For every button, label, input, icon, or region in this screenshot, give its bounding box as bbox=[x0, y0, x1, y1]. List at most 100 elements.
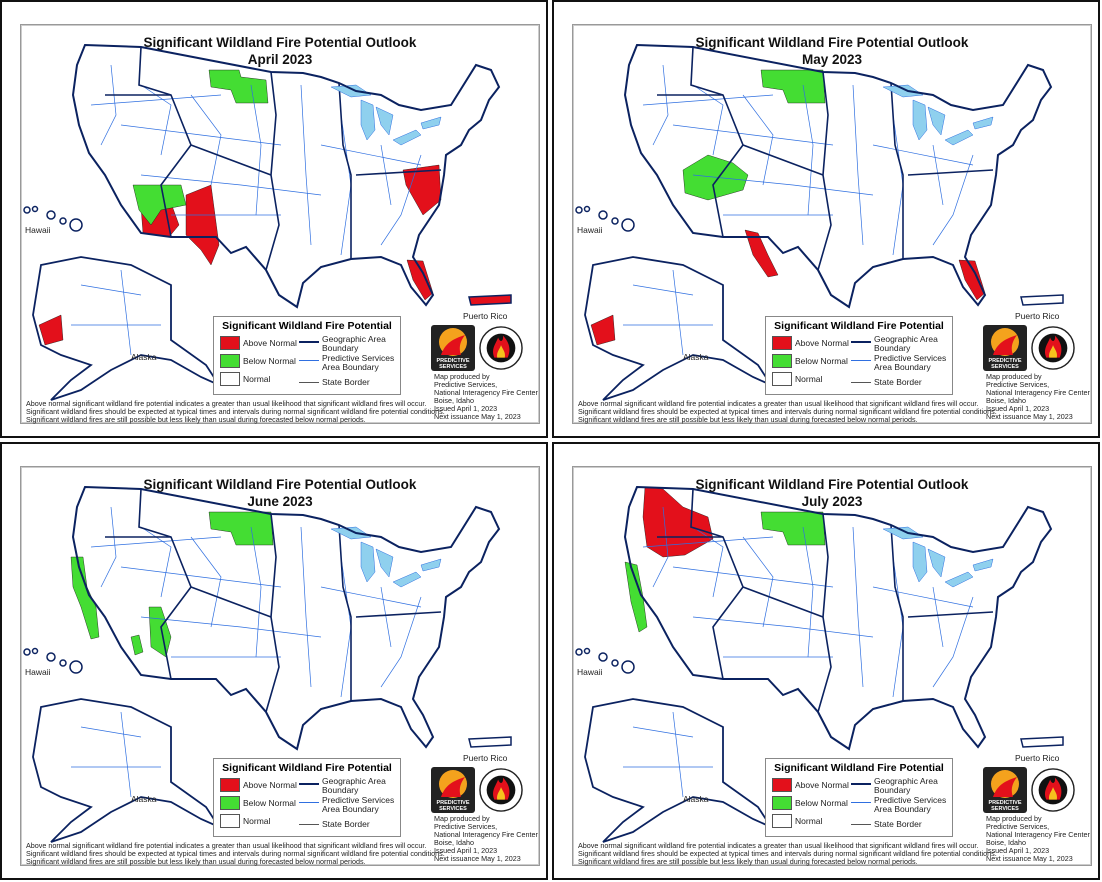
great-lake bbox=[972, 116, 994, 130]
great-lake bbox=[392, 129, 422, 146]
psa-boundary-line bbox=[299, 360, 319, 361]
below-normal-area bbox=[624, 561, 648, 633]
legend-state-border: State Border bbox=[874, 819, 922, 829]
above-normal-area bbox=[642, 486, 714, 558]
credits: Map produced by Predictive Services, Natio… bbox=[434, 814, 538, 863]
legend: Significant Wildland Fire Potential Abov… bbox=[765, 316, 953, 395]
psa-boundary bbox=[300, 84, 312, 246]
psa-boundary bbox=[120, 566, 282, 588]
normal-swatch bbox=[772, 814, 792, 828]
hawaii-island bbox=[611, 659, 619, 667]
psa-boundary bbox=[71, 269, 161, 356]
geographic-area-boundary bbox=[355, 611, 442, 618]
svg-text:SERVICES: SERVICES bbox=[991, 806, 1019, 812]
psa-boundary bbox=[140, 616, 322, 638]
svg-text:SERVICES: SERVICES bbox=[439, 806, 467, 812]
legend-psa-boundary: Predictive Services Area Boundary bbox=[322, 795, 395, 814]
great-lake bbox=[375, 106, 394, 136]
psa-boundary bbox=[120, 124, 282, 146]
puerto-rico-outline bbox=[1020, 294, 1064, 306]
psa-boundary bbox=[932, 144, 944, 206]
map-title: Significant Wildland Fire Potential Outl… bbox=[143, 35, 417, 50]
nifc-seal-logo bbox=[1031, 768, 1075, 812]
psa-boundary-line bbox=[299, 802, 319, 803]
hawaii-island bbox=[46, 210, 56, 220]
legend: Significant Wildland Fire Potential Abov… bbox=[213, 316, 401, 395]
hawaii-label: Hawaii bbox=[577, 667, 603, 677]
conus-land bbox=[625, 487, 1051, 749]
fire-potential-map bbox=[575, 485, 1064, 843]
state-border-line bbox=[299, 382, 319, 383]
great-lake bbox=[912, 99, 928, 141]
above-normal-area bbox=[38, 314, 64, 346]
legend-geographic-area: Geographic Area Boundary bbox=[322, 776, 386, 795]
psa-boundary bbox=[742, 94, 774, 186]
psa-boundary bbox=[852, 526, 864, 688]
great-lake bbox=[375, 548, 394, 578]
svg-text:PREDICTIVE: PREDICTIVE bbox=[436, 800, 469, 806]
legend-psa-boundary: Predictive Services Area Boundary bbox=[874, 795, 947, 814]
geographic-area-boundary bbox=[890, 524, 904, 701]
predictive-services-logo: PREDICTIVE SERVICES bbox=[983, 767, 1027, 813]
hawaii-island bbox=[69, 660, 83, 674]
credits: Map produced by Predictive Services, Natio… bbox=[986, 814, 1090, 863]
psa-boundary bbox=[692, 526, 724, 598]
legend-title: Significant Wildland Fire Potential bbox=[222, 320, 392, 332]
psa-boundary bbox=[380, 596, 422, 688]
geographic-area-boundary bbox=[907, 169, 994, 176]
fire-potential-map bbox=[23, 43, 512, 401]
legend-above-normal: Above Normal bbox=[243, 338, 297, 348]
outlook-panel: Significant Wildland Fire Potential Outl… bbox=[552, 0, 1100, 438]
great-lake bbox=[944, 129, 974, 146]
footnote: Above normal significant wildland fire p… bbox=[578, 841, 997, 866]
great-lake bbox=[912, 541, 928, 583]
psa-boundary bbox=[250, 84, 262, 216]
great-lake bbox=[420, 558, 442, 572]
svg-text:PREDICTIVE: PREDICTIVE bbox=[988, 358, 1021, 364]
hawaii-island bbox=[31, 205, 39, 213]
hawaii-island bbox=[583, 647, 591, 655]
conus-land bbox=[73, 487, 499, 749]
state-border-line bbox=[851, 824, 871, 825]
great-lake bbox=[330, 526, 372, 540]
legend-state-border: State Border bbox=[322, 377, 370, 387]
great-lake bbox=[927, 106, 946, 136]
legend-title: Significant Wildland Fire Potential bbox=[222, 762, 392, 774]
legend-psa-boundary: Predictive Services Area Boundary bbox=[874, 353, 947, 372]
svg-text:PREDICTIVE: PREDICTIVE bbox=[988, 800, 1021, 806]
psa-boundary bbox=[100, 64, 117, 146]
below-normal-area bbox=[760, 69, 826, 104]
psa-boundary bbox=[802, 84, 814, 216]
above-normal-area bbox=[744, 229, 779, 278]
psa-boundary-line bbox=[851, 360, 871, 361]
map-frame: Significant Wildland Fire Potential Outl… bbox=[20, 24, 540, 424]
state-border-line bbox=[299, 824, 319, 825]
psa-boundary bbox=[932, 586, 944, 648]
below-normal-swatch bbox=[772, 796, 792, 810]
legend-geographic-area: Geographic Area Boundary bbox=[874, 334, 938, 353]
map-title: Significant Wildland Fire Potential Outl… bbox=[695, 477, 969, 492]
geographic-area-boundary bbox=[890, 82, 904, 259]
geographic-area-boundary bbox=[907, 611, 994, 618]
geographic-area-boundary bbox=[190, 144, 272, 176]
alaska-label: Alaska bbox=[131, 352, 157, 362]
map-frame: Significant Wildland Fire Potential Outl… bbox=[20, 466, 540, 866]
geographic-boundary-line bbox=[851, 341, 871, 343]
conus-outline bbox=[623, 43, 1053, 309]
alaska-outline bbox=[584, 256, 774, 401]
geographic-area-boundary bbox=[138, 46, 192, 238]
psa-boundary bbox=[380, 154, 422, 246]
nifc-seal-logo bbox=[1031, 326, 1075, 370]
legend-above-normal: Above Normal bbox=[795, 780, 849, 790]
hawaii-island bbox=[575, 648, 583, 656]
hawaii-island bbox=[46, 652, 56, 662]
legend-geographic-area: Geographic Area Boundary bbox=[874, 776, 938, 795]
psa-boundary bbox=[623, 711, 713, 798]
psa-boundary bbox=[380, 586, 392, 648]
psa-boundary bbox=[692, 174, 874, 196]
legend-above-normal: Above Normal bbox=[795, 338, 849, 348]
legend-state-border: State Border bbox=[322, 819, 370, 829]
outlook-panel: Significant Wildland Fire Potential Outl… bbox=[552, 442, 1100, 880]
legend-psa-boundary: Predictive Services Area Boundary bbox=[322, 353, 395, 372]
hawaii-island bbox=[23, 648, 31, 656]
